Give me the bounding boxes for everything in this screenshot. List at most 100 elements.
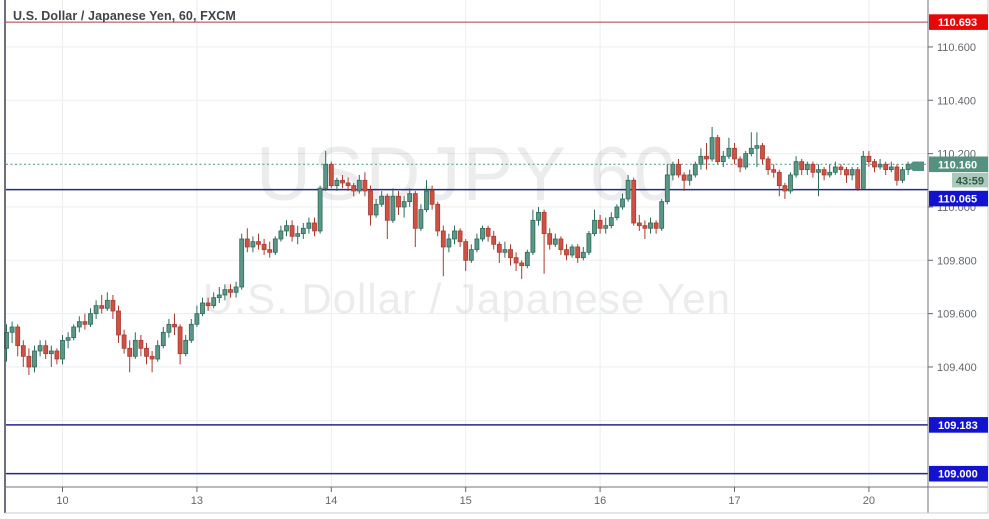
candle: [284, 225, 289, 232]
level-line-109183-badge[interactable]: [929, 417, 988, 433]
candle: [71, 326, 77, 339]
candle: [676, 163, 681, 176]
candle: [536, 211, 541, 221]
pane-borders: [4, 0, 989, 514]
candle: [228, 289, 233, 293]
candle: [530, 219, 536, 253]
svg-text:109.183: 109.183: [938, 420, 978, 432]
candle: [883, 163, 889, 171]
candle: [93, 305, 99, 315]
symbol-title[interactable]: U.S. Dollar / Japanese Yen, 60, FXCM: [13, 9, 236, 23]
candle: [894, 166, 900, 181]
svg-text:109.000: 109.000: [938, 469, 978, 481]
candle: [261, 243, 267, 251]
candle: [440, 230, 446, 248]
price-badges[interactable]: 110.693 110.065 109.183 109.000 110.160 43:59: [929, 14, 988, 482]
svg-text:109.400: 109.400: [937, 362, 977, 374]
svg-text:110.693: 110.693: [938, 17, 977, 29]
candle: [121, 334, 127, 349]
candle: [43, 345, 49, 355]
svg-text:15: 15: [460, 495, 472, 507]
candle: [670, 163, 676, 176]
candle: [334, 179, 340, 187]
candle: [267, 249, 273, 253]
level-line-110065-badge[interactable]: [929, 190, 988, 207]
candle: [760, 145, 765, 160]
current-price-marker: [908, 161, 924, 171]
time-axis-bg: [0, 488, 989, 519]
candle: [116, 310, 121, 336]
level-line-109000-badge[interactable]: [929, 465, 988, 482]
candle: [407, 193, 413, 203]
candle: [508, 249, 513, 259]
candle: [149, 355, 155, 360]
candle: [659, 201, 665, 229]
candle: [48, 350, 54, 355]
candle: [452, 230, 457, 240]
candle: [239, 238, 245, 288]
candle: [289, 225, 295, 237]
candle: [586, 233, 592, 253]
candle: [110, 299, 116, 312]
candle: [446, 238, 452, 248]
candle: [396, 195, 401, 208]
candle: [278, 230, 284, 240]
candle: [205, 302, 211, 307]
candle: [463, 241, 469, 261]
candle: [715, 137, 721, 163]
candle: [104, 299, 110, 309]
candle: [328, 163, 334, 187]
candle: [496, 243, 502, 253]
candle: [804, 163, 810, 171]
candle: [172, 323, 177, 328]
candle: [200, 302, 205, 315]
last-price-badge[interactable]: [929, 156, 988, 173]
svg-text:110.600: 110.600: [937, 42, 976, 54]
candle: [636, 222, 642, 227]
candle: [704, 155, 709, 160]
candle: [32, 350, 37, 368]
candle: [127, 347, 133, 357]
candle: [306, 222, 312, 229]
candle: [720, 155, 726, 163]
candle: [743, 153, 749, 168]
candle: [468, 249, 474, 261]
candle: [827, 171, 833, 176]
candle: [653, 222, 659, 229]
candle: [732, 147, 737, 160]
candle: [491, 235, 497, 245]
candle: [480, 227, 485, 240]
time-axis[interactable]: 10 13 14 15 16 17 20: [56, 487, 875, 507]
candle: [166, 323, 172, 333]
candle: [597, 219, 603, 229]
candle: [435, 203, 441, 232]
level-lines[interactable]: [6, 21, 928, 475]
alert-line-badge[interactable]: [929, 14, 988, 30]
svg-text:109.600: 109.600: [937, 309, 977, 321]
candle: [188, 323, 194, 341]
candle: [37, 345, 43, 352]
candle: [340, 179, 345, 184]
candle: [485, 227, 491, 237]
candle: [351, 185, 357, 192]
candle: [844, 169, 849, 176]
candle: [272, 238, 278, 253]
candle: [821, 169, 827, 176]
candle: [726, 147, 732, 157]
candle: [424, 190, 429, 211]
candle: [737, 158, 743, 168]
candle: [625, 179, 631, 200]
svg-text:109.800: 109.800: [937, 255, 977, 267]
candle: [754, 145, 760, 149]
candle: [709, 137, 715, 160]
candle: [82, 321, 88, 325]
svg-text:43:59: 43:59: [956, 175, 984, 187]
candle: [608, 217, 614, 227]
candle: [524, 251, 530, 267]
candle: [569, 246, 575, 256]
candle: [776, 171, 782, 187]
candle: [782, 185, 788, 192]
svg-text:110.065: 110.065: [938, 194, 977, 206]
svg-text:13: 13: [191, 495, 203, 507]
